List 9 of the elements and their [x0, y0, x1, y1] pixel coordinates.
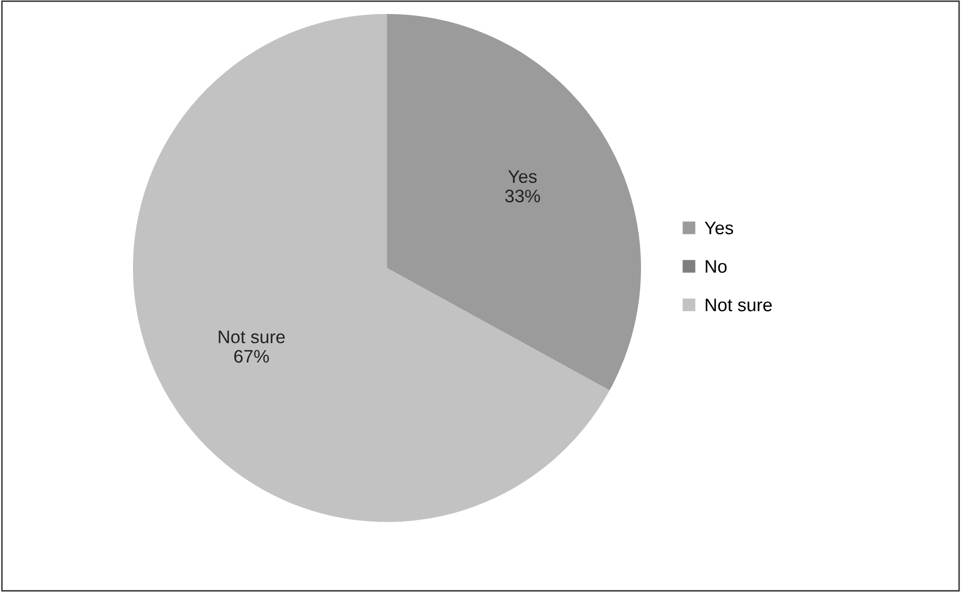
slice-label: Yes: [508, 170, 537, 183]
legend-label: Yes: [704, 222, 734, 234]
pie-slice: [387, 14, 641, 390]
data-label: 67%: [234, 350, 269, 363]
slice-label: Not sure: [218, 330, 285, 344]
legend-label: Not sure: [706, 298, 772, 312]
legend-label: No: [706, 260, 727, 273]
data-label: 33%: [505, 190, 540, 202]
pie-slice: [133, 14, 610, 522]
